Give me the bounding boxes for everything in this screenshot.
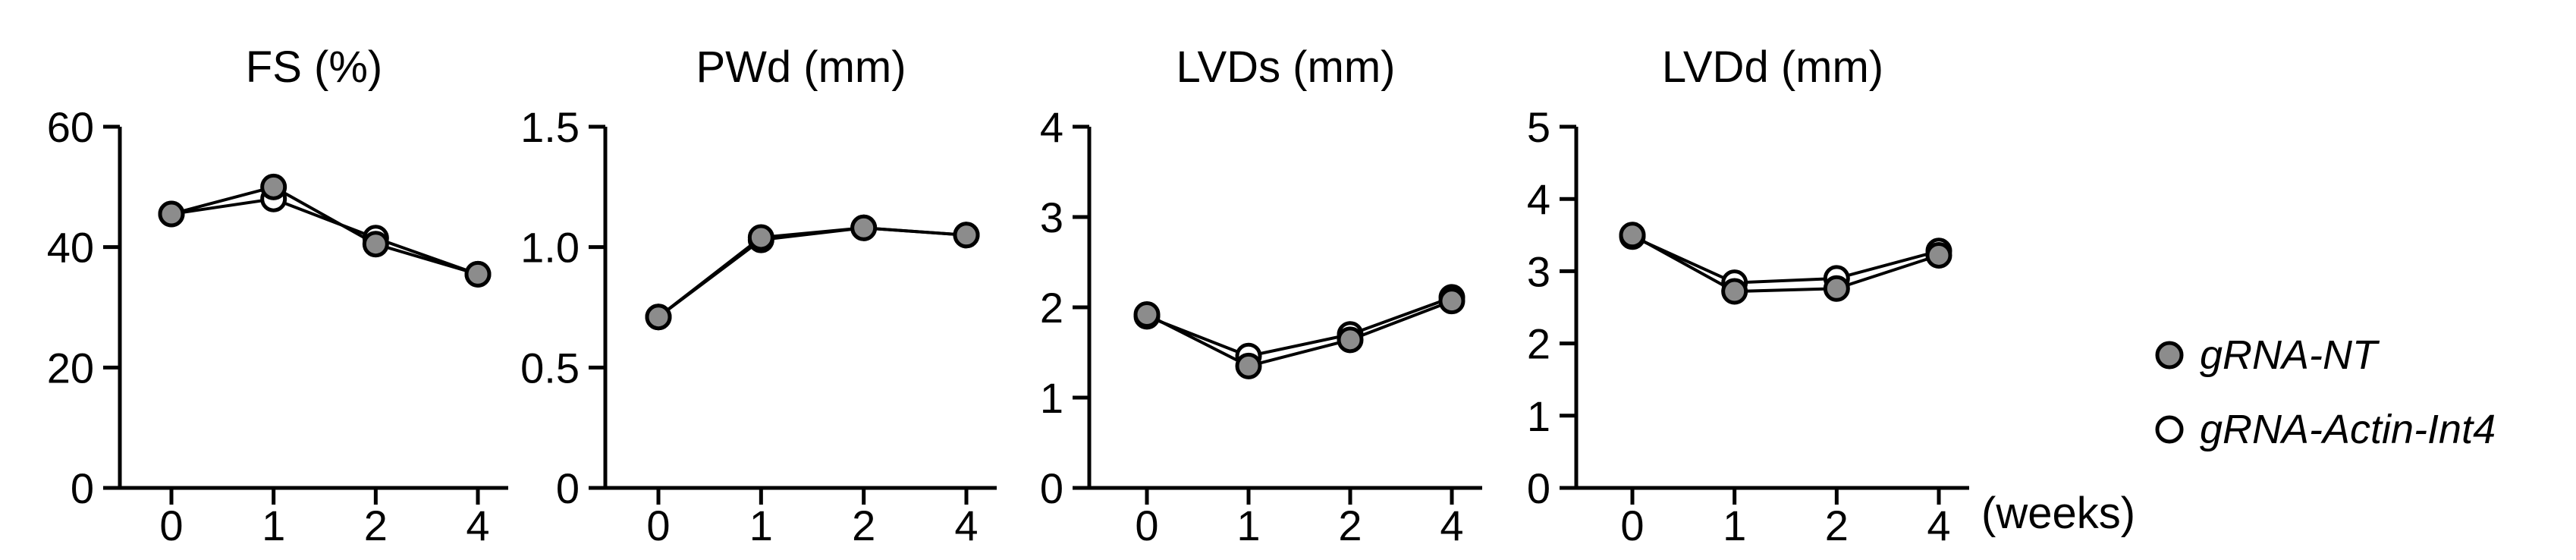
panel-1: FS (%) 0 20 40 60 0 1 2 4: [47, 42, 508, 549]
x-tick-label: 1: [749, 502, 773, 549]
data-point-gRNA-NT: [464, 260, 492, 288]
data-point-gRNA-NT: [260, 173, 287, 200]
data-point-gRNA-NT: [953, 222, 980, 249]
data-point-gRNA-NT: [1721, 278, 1748, 305]
series-line-gRNA-NT: [171, 185, 479, 276]
data-point-gRNA-NT: [1438, 288, 1465, 315]
y-tick-label: 4: [1040, 103, 1063, 151]
y-tick-label: 0: [1040, 464, 1063, 512]
panel-4: LVDd (mm) 0 1 2 3 4 5 0 1 2 4: [1527, 42, 1969, 549]
y-tick-label: 4: [1527, 175, 1550, 223]
legend-marker-gRNA-NT: [2155, 341, 2184, 370]
y-tick-label: 0.5: [520, 344, 580, 392]
data-point-gRNA-NT: [362, 231, 389, 258]
x-tick-label: 2: [1338, 502, 1362, 549]
data-point-gRNA-NT: [1337, 326, 1364, 354]
y-tick-label: 1: [1040, 374, 1063, 422]
data-point-gRNA-NT: [1235, 352, 1262, 379]
panel-title: PWd (mm): [696, 42, 906, 92]
y-tick-label: 2: [1527, 320, 1550, 368]
x-tick-label: 1: [1723, 502, 1746, 549]
x-tick-label: 4: [954, 502, 978, 549]
y-tick-label: 20: [47, 344, 94, 392]
data-point-gRNA-NT: [850, 214, 878, 241]
series-line-gRNA-Actin-Int4: [657, 226, 967, 319]
series-line-gRNA-NT: [1632, 234, 1940, 294]
y-tick-label: 60: [47, 103, 94, 151]
x-tick-label: 1: [1236, 502, 1260, 549]
x-tick-label: 2: [1825, 502, 1849, 549]
data-point-gRNA-NT: [1133, 301, 1161, 329]
data-point-gRNA-NT: [747, 224, 774, 251]
x-tick-label: 1: [262, 502, 285, 549]
x-tick-label: 0: [159, 502, 183, 549]
data-point-gRNA-NT: [1925, 241, 1952, 269]
y-tick-label: 1.0: [520, 224, 580, 272]
y-tick-label: 1: [1527, 392, 1550, 440]
panel-title: FS (%): [246, 42, 382, 92]
x-tick-label: 2: [364, 502, 388, 549]
y-tick-label: 2: [1040, 284, 1063, 332]
legend: gRNA-NT gRNA-Actin-Int4: [2155, 332, 2496, 452]
series-line-gRNA-NT: [657, 226, 967, 319]
panel-2: PWd (mm) 0 0.5 1.0 1.5 0 1 2 4: [520, 42, 997, 549]
data-point-gRNA-NT: [645, 304, 672, 331]
series-line-gRNA-NT: [1146, 299, 1453, 368]
series-line-gRNA-Actin-Int4: [1146, 296, 1453, 358]
series-line-gRNA-Actin-Int4: [171, 197, 479, 276]
x-tick-label: 0: [646, 502, 670, 549]
y-tick-label: 0: [556, 464, 580, 512]
data-point-gRNA-NT: [1823, 275, 1850, 302]
panel-title: LVDs (mm): [1176, 42, 1396, 92]
x-tick-label: 0: [1620, 502, 1644, 549]
x-tick-label: 2: [852, 502, 875, 549]
legend-label-gRNA-Actin-Int4: gRNA-Actin-Int4: [2200, 407, 2496, 452]
y-tick-label: 0: [71, 464, 94, 512]
x-tick-label: 0: [1135, 502, 1158, 549]
panel-3: LVDs (mm) 0 1 2 3 4 0 1 2 4: [1040, 42, 1482, 549]
y-tick-label: 40: [47, 224, 94, 272]
y-tick-label: 1.5: [520, 103, 580, 151]
y-tick-label: 0: [1527, 464, 1550, 512]
panel-title: LVDd (mm): [1662, 42, 1883, 92]
y-tick-label: 5: [1527, 103, 1550, 151]
data-point-gRNA-NT: [1619, 222, 1646, 249]
x-tick-label: 4: [466, 502, 489, 549]
x-axis-unit-label: (weeks): [1981, 489, 2135, 538]
data-point-gRNA-NT: [158, 200, 185, 228]
x-tick-label: 4: [1440, 502, 1463, 549]
y-tick-label: 3: [1527, 247, 1550, 295]
x-tick-label: 4: [1927, 502, 1950, 549]
legend-label-gRNA-NT: gRNA-NT: [2200, 332, 2380, 378]
y-tick-label: 3: [1040, 193, 1063, 241]
series-line-gRNA-Actin-Int4: [1632, 234, 1940, 285]
legend-marker-gRNA-Actin-Int4: [2155, 415, 2184, 444]
